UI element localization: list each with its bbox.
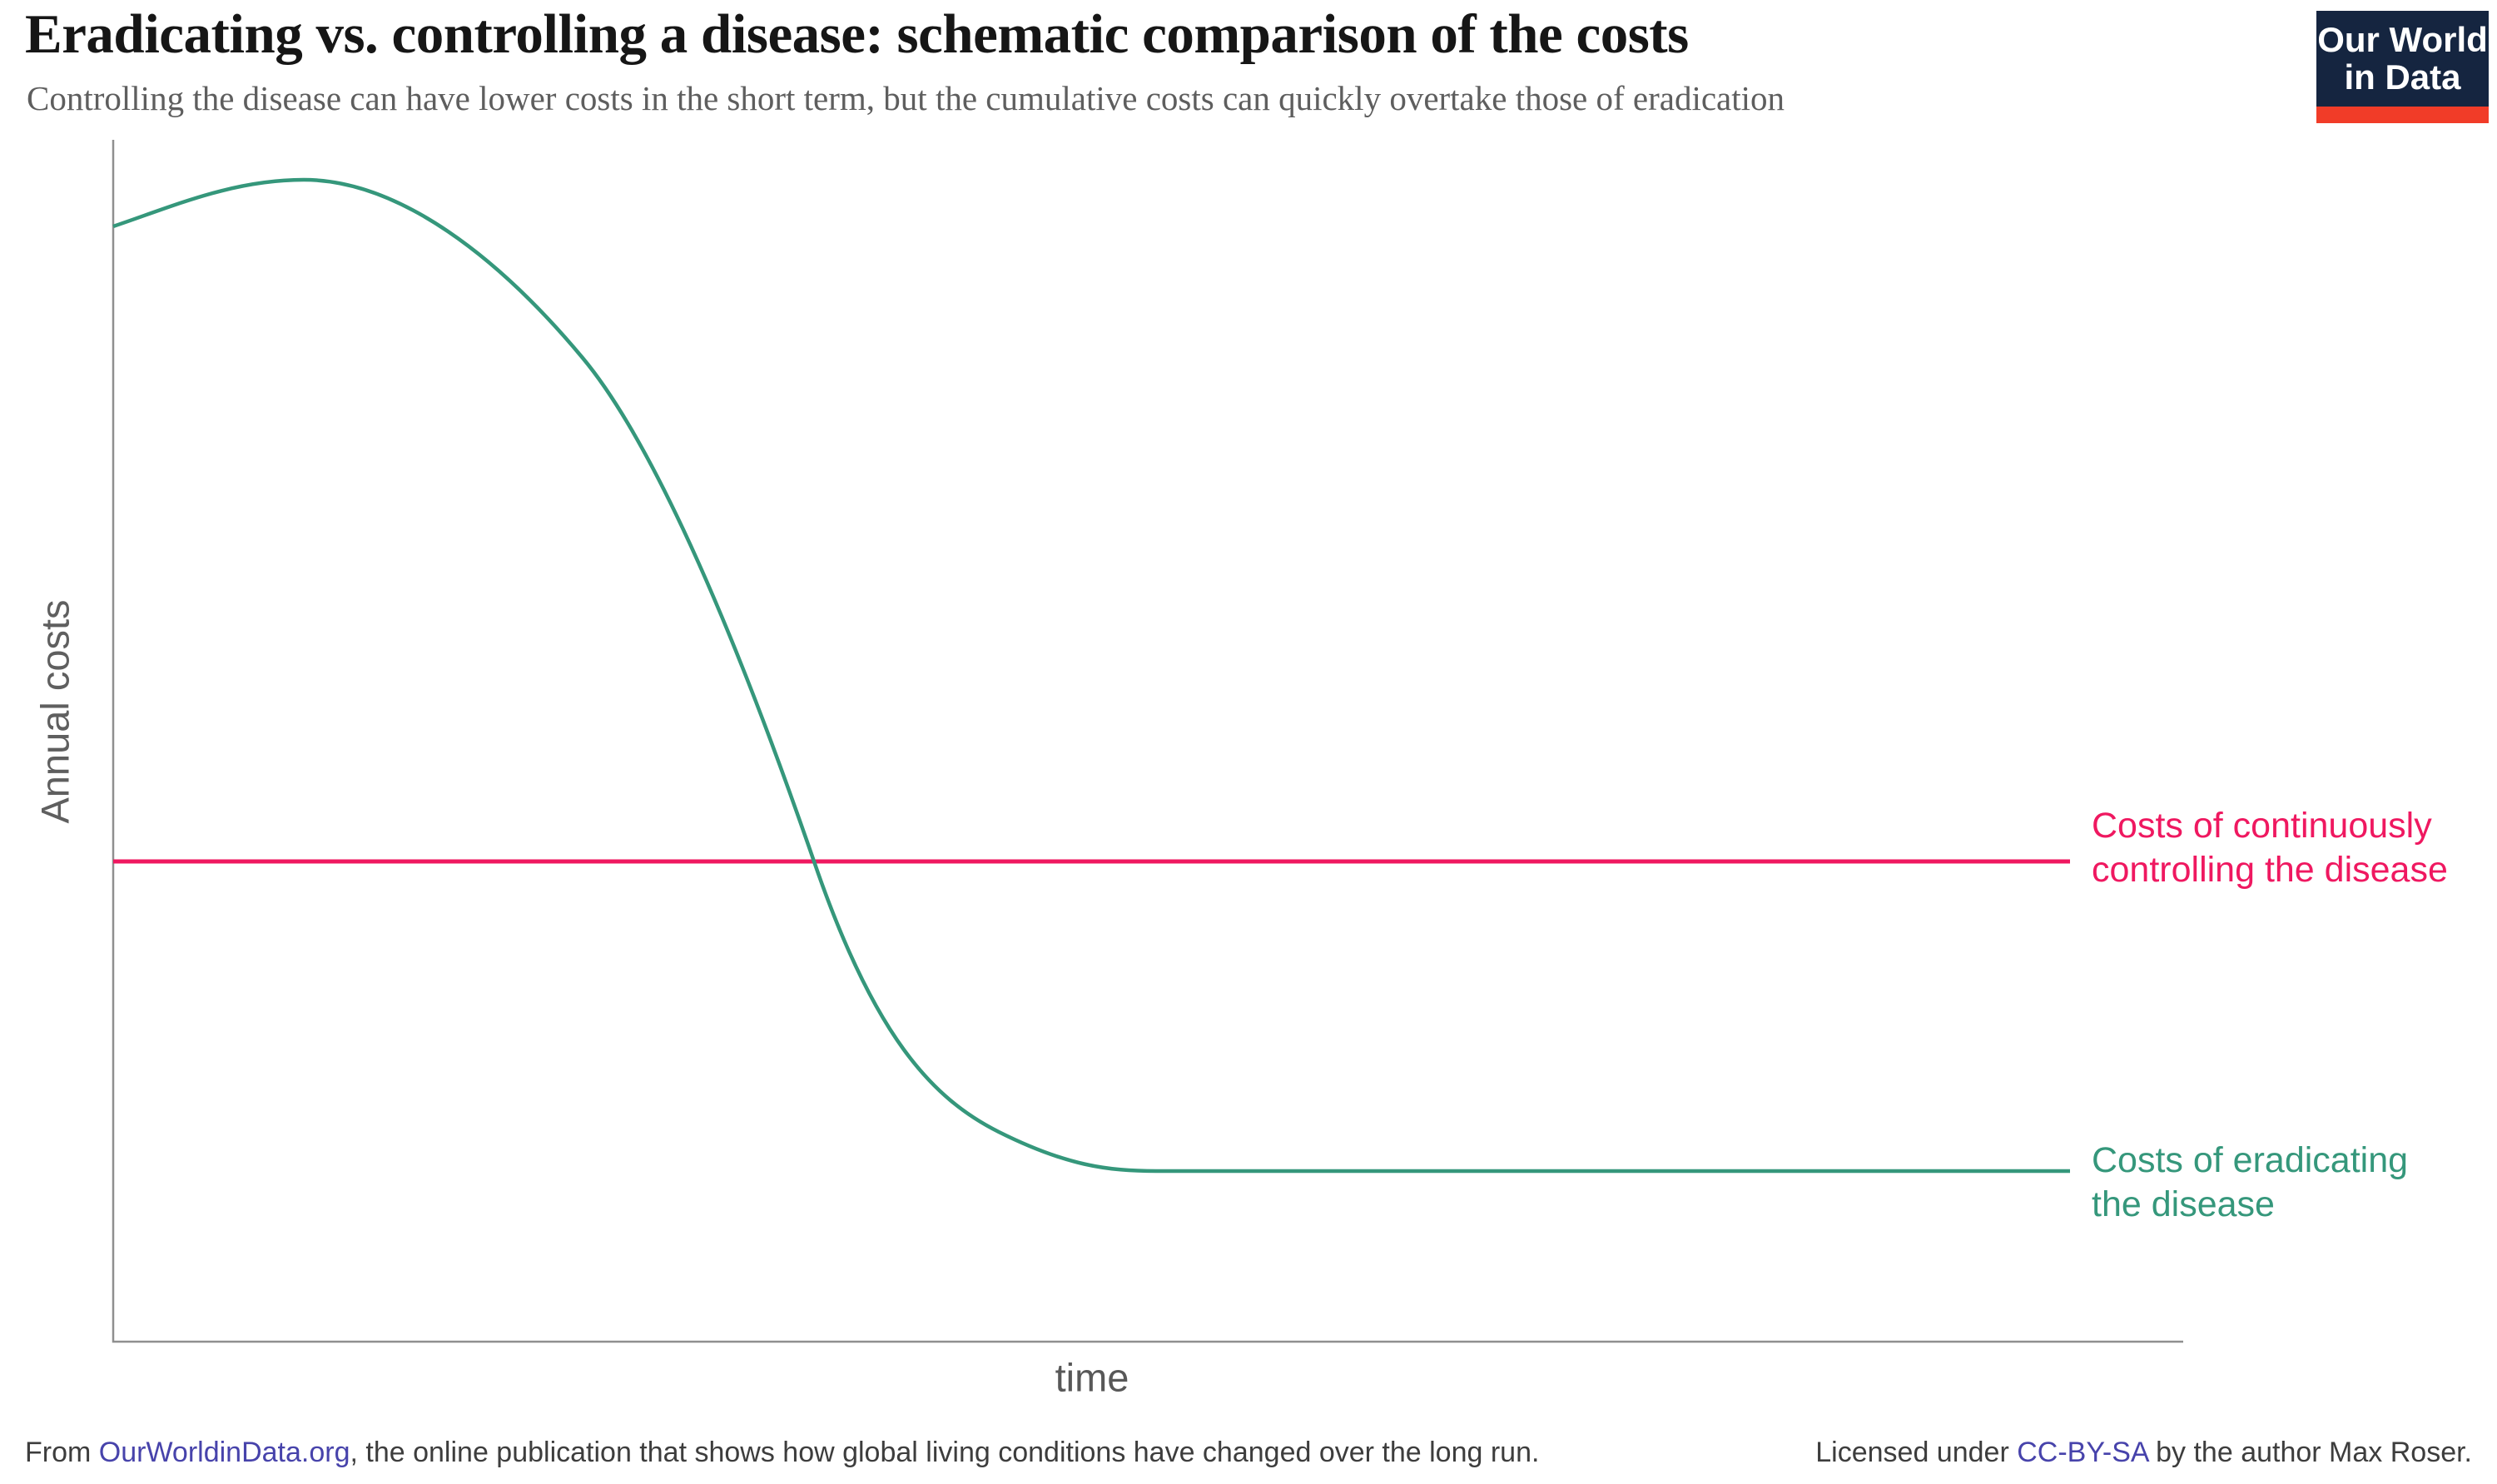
footer-source-link[interactable]: OurWorldinData.org: [98, 1437, 350, 1468]
control-costs-label-line2: controlling the disease: [2092, 850, 2448, 891]
footer-license-suffix: by the author Max Roser.: [2147, 1437, 2472, 1468]
footer-license-link[interactable]: CC-BY-SA: [2017, 1437, 2148, 1468]
eradication-costs-label-line2: the disease: [2092, 1184, 2275, 1225]
control-costs-label: Costs of continuously controlling the di…: [2092, 804, 2497, 893]
control-costs-label-line1: Costs of continuously: [2092, 806, 2432, 846]
axes-lines: [112, 140, 2183, 1343]
x-axis-label: time: [1055, 1355, 1129, 1400]
footer-license-note: Licensed under CC-BY-SA by the author Ma…: [1815, 1437, 2472, 1469]
y-axis-label: Annual costs: [32, 599, 77, 824]
eradication-costs-curve: [112, 177, 2070, 1174]
footer-source-suffix: , the online publication that shows how …: [350, 1437, 1540, 1468]
footer-license-prefix: Licensed under: [1815, 1437, 2018, 1468]
page-title: Eradicating vs. controlling a disease: s…: [25, 3, 1689, 65]
eradication-costs-label: Costs of eradicating the disease: [2092, 1139, 2497, 1228]
owid-logo-red-bar: [2316, 107, 2489, 123]
owid-logo-line1: Our World: [2317, 20, 2488, 60]
page-subtitle: Controlling the disease can have lower c…: [27, 79, 1785, 117]
eradication-costs-label-line1: Costs of eradicating: [2092, 1140, 2409, 1180]
footer-source-prefix: From: [25, 1437, 99, 1468]
owid-logo-line2: in Data: [2344, 57, 2461, 97]
owid-logo: Our World in Data: [2316, 11, 2489, 123]
footer-source-note: From OurWorldinData.org, the online publ…: [25, 1437, 1539, 1469]
